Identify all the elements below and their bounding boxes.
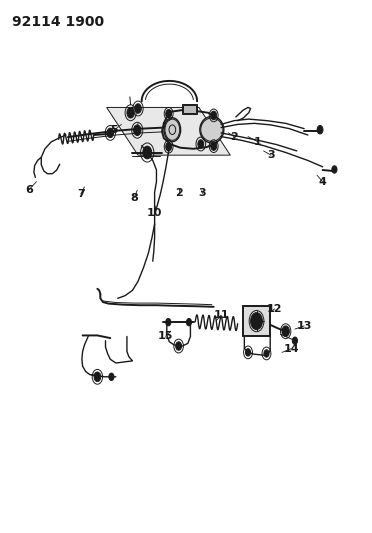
Circle shape	[166, 110, 171, 118]
Text: 2: 2	[230, 132, 238, 142]
Text: 7: 7	[77, 189, 85, 199]
Ellipse shape	[200, 116, 224, 143]
Text: 3: 3	[267, 150, 275, 160]
Circle shape	[246, 349, 251, 356]
Circle shape	[211, 142, 217, 150]
Circle shape	[282, 326, 289, 336]
Text: 10: 10	[147, 208, 162, 219]
Circle shape	[198, 140, 204, 148]
Circle shape	[127, 108, 134, 118]
Bar	[243, 306, 270, 336]
Text: 8: 8	[131, 192, 138, 203]
Text: 5: 5	[110, 125, 118, 135]
Circle shape	[186, 318, 192, 326]
Circle shape	[143, 146, 152, 159]
Circle shape	[317, 125, 323, 134]
Ellipse shape	[164, 118, 181, 142]
Text: 2: 2	[132, 126, 140, 136]
Text: 2: 2	[175, 188, 183, 198]
Circle shape	[134, 125, 141, 135]
Text: 13: 13	[296, 321, 312, 331]
Circle shape	[166, 142, 171, 151]
Circle shape	[109, 373, 114, 381]
Circle shape	[166, 318, 171, 326]
Circle shape	[135, 104, 141, 114]
Circle shape	[251, 313, 262, 329]
Circle shape	[264, 350, 269, 357]
Text: 12: 12	[267, 304, 282, 314]
Text: 1: 1	[254, 137, 262, 147]
Polygon shape	[107, 108, 230, 155]
Circle shape	[292, 337, 298, 344]
Text: 3: 3	[199, 188, 206, 198]
Circle shape	[332, 166, 337, 173]
Text: 4: 4	[319, 176, 327, 187]
Circle shape	[211, 111, 217, 119]
Text: 14: 14	[283, 344, 299, 354]
Bar	[182, 104, 197, 114]
Text: 15: 15	[158, 332, 173, 342]
Bar	[183, 106, 196, 113]
Text: 92114 1900: 92114 1900	[13, 14, 105, 29]
Circle shape	[94, 372, 101, 382]
Circle shape	[107, 128, 113, 138]
Text: 6: 6	[25, 184, 33, 195]
Circle shape	[176, 342, 182, 350]
Text: 11: 11	[213, 310, 229, 320]
